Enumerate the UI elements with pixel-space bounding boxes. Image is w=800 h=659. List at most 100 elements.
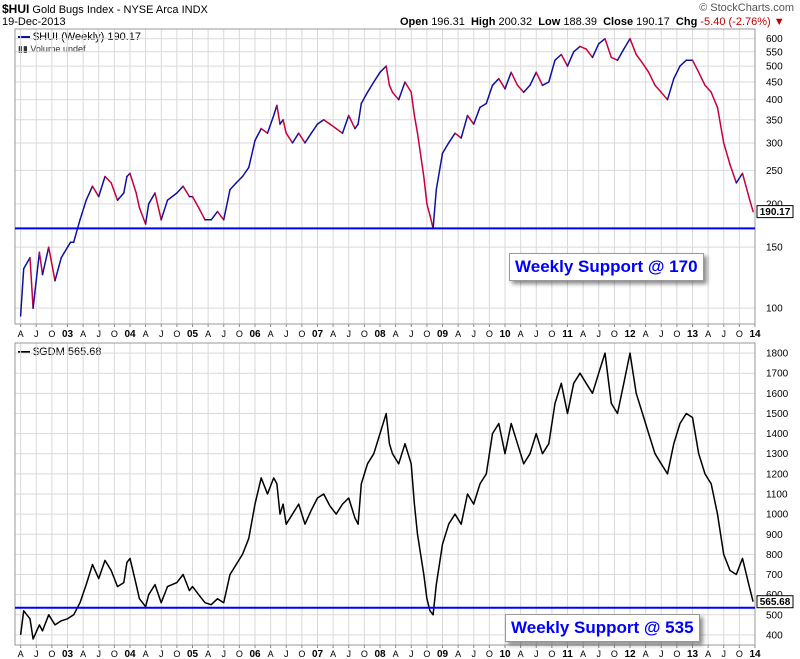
- y-tick-label: 450: [766, 77, 783, 88]
- x-tick-label: A: [518, 329, 524, 339]
- x-tick-label: J: [472, 649, 477, 659]
- x-tick-label: 13: [687, 329, 699, 340]
- hui-line-segment: [623, 37, 631, 50]
- hui-line-segment: [22, 256, 31, 270]
- x-tick-label: J: [409, 649, 414, 659]
- hui-line-segment: [597, 37, 606, 45]
- x-tick-label: O: [111, 649, 118, 659]
- x-tick-label: J: [659, 649, 664, 659]
- last-value-label: 565.68: [760, 597, 791, 608]
- x-tick-label: J: [222, 649, 227, 659]
- hui-line-segment: [604, 37, 613, 59]
- y-tick-label: 1300: [766, 449, 789, 460]
- hui-line-segment: [97, 175, 106, 198]
- hui-line-segment: [285, 132, 294, 144]
- x-tick-label: 06: [249, 649, 261, 659]
- hui-line-segment: [404, 81, 412, 94]
- gdm-plot-frame: [14, 342, 756, 646]
- hui-line-segment: [254, 127, 262, 142]
- hui-line-segment: [504, 71, 512, 90]
- hui-line-segment: [210, 210, 219, 221]
- hui-line-segment: [85, 185, 94, 201]
- y-tick-label: 1000: [766, 510, 789, 521]
- hui-line-segment: [129, 172, 137, 194]
- x-tick-label: A: [80, 649, 86, 659]
- y-tick-label: 350: [766, 115, 783, 126]
- y-tick-label: 400: [766, 95, 783, 106]
- x-tick-label: 11: [562, 329, 573, 340]
- x-tick-label: A: [393, 649, 399, 659]
- x-tick-label: 06: [249, 329, 261, 340]
- x-tick-label: O: [673, 649, 680, 659]
- x-tick-label: J: [534, 649, 539, 659]
- hui-line-segment: [91, 185, 100, 198]
- y-tick-label: 600: [766, 34, 783, 45]
- x-tick-label: A: [268, 329, 274, 339]
- hui-line-segment: [297, 132, 306, 144]
- hui-line-segment: [41, 246, 50, 276]
- x-tick-label: A: [455, 649, 461, 659]
- hui-line-segment: [266, 114, 275, 134]
- x-tick-label: O: [486, 649, 493, 659]
- hui-line-segment: [522, 84, 531, 94]
- x-tick-label: O: [111, 329, 118, 339]
- hui-line-segment: [466, 114, 475, 125]
- x-tick-label: J: [159, 329, 164, 339]
- hui-line-segment: [235, 175, 244, 184]
- x-tick-label: J: [597, 649, 602, 659]
- hui-line-segment: [679, 59, 688, 67]
- close-label: Close: [603, 16, 634, 28]
- hui-line-segment: [304, 132, 313, 144]
- hui-line-segment: [510, 71, 519, 87]
- y-tick-label: 1400: [766, 429, 789, 440]
- y-tick-label: 1200: [766, 469, 789, 480]
- hui-line-segment: [416, 132, 425, 178]
- x-tick-label: 04: [124, 329, 136, 340]
- hui-line-segment: [697, 71, 706, 87]
- x-tick-label: A: [705, 649, 711, 659]
- x-tick-label: O: [423, 649, 430, 659]
- x-tick-label: A: [205, 329, 211, 339]
- hui-line-segment: [341, 114, 350, 134]
- y-tick-label: 1800: [766, 349, 789, 360]
- hui-line-segment: [704, 84, 712, 94]
- x-tick-label: O: [423, 329, 430, 339]
- hui-line-segment: [191, 195, 200, 209]
- hui-line-segment: [485, 84, 494, 105]
- x-tick-label: J: [347, 329, 352, 339]
- y-tick-label: 150: [766, 243, 783, 254]
- x-tick-label: J: [659, 329, 664, 339]
- x-tick-label: O: [236, 329, 243, 339]
- chart-title: $HUI Gold Bugs Index - NYSE Arca INDX: [2, 2, 208, 16]
- x-tick-label: O: [673, 329, 680, 339]
- x-tick-label: A: [330, 649, 336, 659]
- x-tick-label: 10: [499, 649, 511, 659]
- hui-line-segment: [116, 192, 125, 201]
- x-tick-label: J: [284, 329, 289, 339]
- x-tick-label: O: [361, 329, 368, 339]
- x-tick-label: J: [159, 649, 164, 659]
- hui-line-segment: [135, 192, 141, 209]
- y-tick-label: 550: [766, 47, 783, 58]
- hui-line-segment: [413, 114, 419, 134]
- chg-label: Chg: [675, 16, 698, 28]
- hui-line-segment: [354, 123, 359, 130]
- hui-line-segment: [19, 267, 25, 317]
- hui-line-segment: [32, 251, 41, 309]
- hui-line-segment: [357, 102, 363, 125]
- hui-line-segment: [591, 43, 600, 59]
- x-tick-label: A: [268, 649, 274, 659]
- hui-line-segment: [54, 256, 63, 282]
- high-value: 200.32: [498, 16, 533, 28]
- x-tick-label: A: [18, 649, 24, 659]
- exchange: INDX: [181, 4, 208, 16]
- hui-line-segment: [635, 53, 644, 64]
- x-tick-label: A: [643, 649, 649, 659]
- x-tick-label: 03: [62, 649, 74, 659]
- gdm-series-line: [19, 352, 754, 640]
- x-tick-label: O: [173, 649, 180, 659]
- hui-line-segment: [716, 106, 725, 144]
- hui-line-segment: [66, 241, 72, 248]
- x-tick-label: 09: [437, 649, 449, 659]
